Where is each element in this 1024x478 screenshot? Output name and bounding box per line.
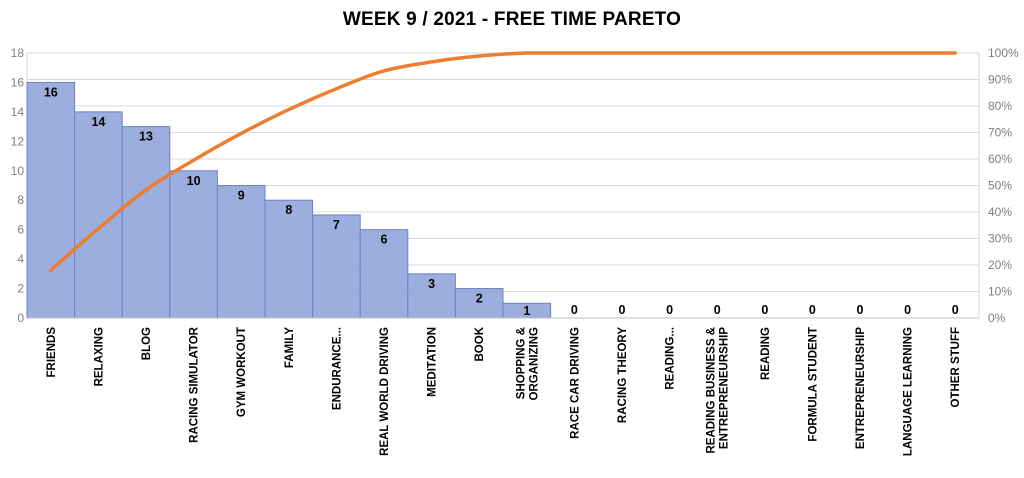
category-label: RACING THEORY xyxy=(617,327,629,423)
bar-value-label: 2 xyxy=(476,292,483,306)
category-label: READING... xyxy=(665,327,677,390)
right-axis-tick-label: 10% xyxy=(988,285,1012,299)
cumulative-line xyxy=(49,51,957,273)
left-axis-tick-label: 4 xyxy=(17,252,24,266)
bar-value-label: 14 xyxy=(91,115,105,129)
bar-value-label: 10 xyxy=(187,174,201,188)
left-axis-tick-label: 10 xyxy=(11,164,25,178)
bar-3 xyxy=(169,170,218,319)
category-label: ENDURANCE... xyxy=(331,327,343,410)
right-axis-tick-label: 90% xyxy=(988,73,1012,87)
category-label: REAL WORLD DRIVING xyxy=(379,327,391,456)
bar-value-label: 0 xyxy=(714,303,721,317)
category-label: READING xyxy=(760,327,772,380)
category-label: ENTREPRENEURSHIP xyxy=(719,327,731,449)
category-label: FORMULA STUDENT xyxy=(807,327,819,442)
right-axis-tick-label: 100% xyxy=(988,46,1019,60)
category-label: ORGANIZING xyxy=(528,327,540,401)
right-axis-tick-label: 80% xyxy=(988,99,1012,113)
bar-value-label: 3 xyxy=(428,277,435,291)
right-axis-tick-label: 50% xyxy=(988,179,1012,193)
bar-value-label: 0 xyxy=(857,303,864,317)
category-label: ENTREPRENEURSHIP xyxy=(855,327,867,449)
bar-value-label: 0 xyxy=(904,303,911,317)
left-axis-tick-label: 16 xyxy=(11,75,25,89)
right-axis-tick-label: 30% xyxy=(988,232,1012,246)
bar-value-label: 0 xyxy=(666,303,673,317)
category-label: GYM WORKOUT xyxy=(236,327,248,417)
category-label: FRIENDS xyxy=(46,327,58,378)
bar-value-label: 13 xyxy=(139,130,153,144)
bar-value-label: 8 xyxy=(285,203,292,217)
left-axis-tick-label: 18 xyxy=(11,46,25,60)
category-label: READING BUSINESS & xyxy=(706,327,718,454)
category-label: FAMILY xyxy=(284,327,296,368)
bar-7 xyxy=(359,229,409,319)
category-label: LANGUAGE LEARNING xyxy=(903,327,915,456)
bar-2 xyxy=(121,126,171,319)
left-axis-tick-label: 2 xyxy=(17,282,24,296)
category-label: RACE CAR DRIVING xyxy=(569,327,581,439)
left-axis-tick-label: 14 xyxy=(11,105,25,119)
right-axis-tick-label: 0% xyxy=(988,311,1006,325)
bar-value-label: 9 xyxy=(238,189,245,203)
bar-value-label: 0 xyxy=(952,303,959,317)
bar-6 xyxy=(312,214,361,319)
category-label: RELAXING xyxy=(93,327,105,386)
bar-9 xyxy=(454,288,504,319)
category-label: MEDITATION xyxy=(427,327,439,397)
category-label: BOOK xyxy=(474,326,486,361)
category-label: SHOPPING & xyxy=(515,327,527,399)
bar-value-label: 6 xyxy=(381,233,388,247)
bar-5 xyxy=(264,199,314,319)
right-axis-tick-label: 40% xyxy=(988,205,1012,219)
bar-value-label: 0 xyxy=(619,303,626,317)
left-axis-tick-label: 0 xyxy=(17,311,24,325)
category-label: RACING SIMULATOR xyxy=(189,326,201,443)
bar-0 xyxy=(26,81,76,319)
left-axis-tick-label: 8 xyxy=(17,193,24,207)
chart-title: WEEK 9 / 2021 - FREE TIME PARETO xyxy=(342,9,682,30)
bar-value-label: 16 xyxy=(44,85,58,99)
category-label: BLOG xyxy=(141,327,153,360)
left-axis-tick-label: 6 xyxy=(17,223,24,237)
bar-value-label: 1 xyxy=(523,304,530,318)
bar-value-label: 0 xyxy=(809,303,816,317)
category-label: OTHER STUFF xyxy=(950,327,962,408)
bar-value-label: 0 xyxy=(571,303,578,317)
bar-value-label: 0 xyxy=(761,303,768,317)
bar-value-label: 7 xyxy=(333,218,340,232)
right-axis-tick-label: 70% xyxy=(988,126,1012,140)
bar-4 xyxy=(216,185,266,319)
right-axis-tick-label: 20% xyxy=(988,258,1012,272)
right-axis-tick-label: 60% xyxy=(988,152,1012,166)
left-axis-tick-label: 12 xyxy=(11,134,25,148)
